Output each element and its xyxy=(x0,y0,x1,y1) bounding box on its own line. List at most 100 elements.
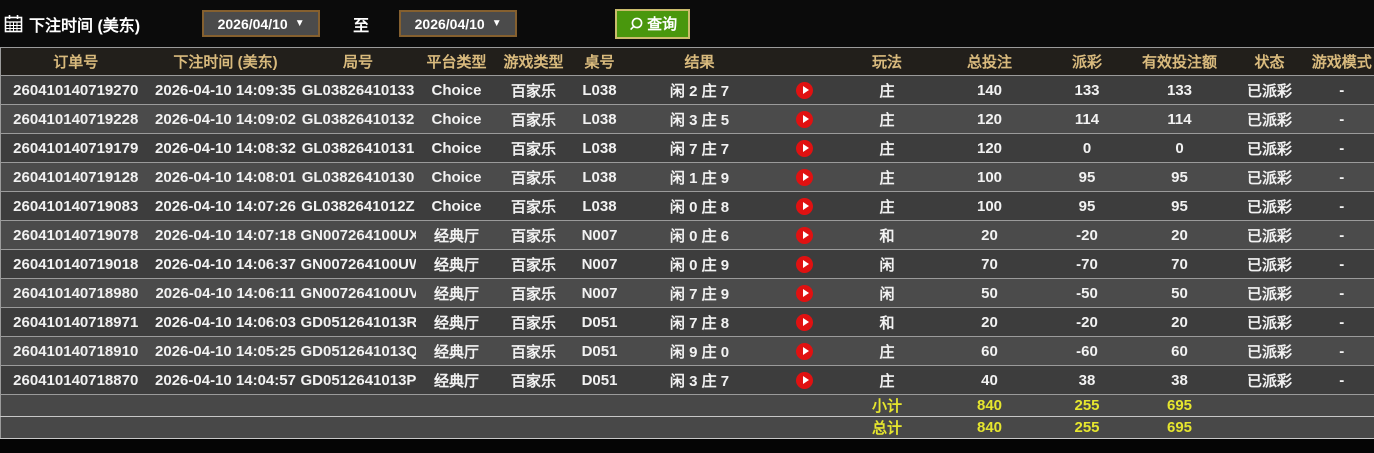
header-payout: 派彩 xyxy=(1044,47,1130,76)
date-from-select[interactable]: 2026/04/10 ▼ xyxy=(202,10,321,37)
date-range-to-label: 至 xyxy=(353,17,370,35)
cell-status: 已派彩 xyxy=(1246,372,1292,390)
replay-play-icon[interactable] xyxy=(796,81,813,99)
cell-game-mode: - xyxy=(1339,255,1345,273)
cell-replay xyxy=(770,163,840,192)
replay-play-icon[interactable] xyxy=(796,168,813,186)
cell-table-no: N007 xyxy=(581,226,618,244)
table-row: 260410140719128 2026-04-10 14:08:01 GL03… xyxy=(0,162,1374,192)
cell-table-no: L038 xyxy=(582,81,617,99)
subtotal-row: 小计 840 255 695 xyxy=(0,394,1374,417)
replay-play-icon[interactable] xyxy=(796,371,813,389)
cell-bet-time: 2026-04-10 14:04:57 xyxy=(155,371,296,389)
cell-result: 闲 7 庄 9 xyxy=(669,285,730,303)
cell-valid-bet: 95 xyxy=(1171,197,1188,215)
cell-status: 已派彩 xyxy=(1246,285,1292,303)
header-order-id: 订单号 xyxy=(0,47,151,76)
cell-result: 闲 0 庄 9 xyxy=(669,256,730,274)
replay-play-icon[interactable] xyxy=(796,342,813,360)
replay-play-icon[interactable] xyxy=(796,197,813,215)
date-to-select[interactable]: 2026/04/10 ▼ xyxy=(399,10,518,37)
replay-play-icon[interactable] xyxy=(796,255,813,273)
cell-replay xyxy=(770,366,840,395)
cell-game-type: 百家乐 xyxy=(510,82,556,100)
cell-valid-bet: 38 xyxy=(1171,371,1188,389)
cell-table-no: N007 xyxy=(581,255,618,273)
cell-replay xyxy=(770,192,840,221)
cell-total-bet: 60 xyxy=(981,342,998,360)
play-triangle-icon xyxy=(803,289,809,298)
cell-play-type: 庄 xyxy=(879,169,895,187)
grand-total-payout: 255 xyxy=(1074,419,1100,436)
cell-result: 闲 3 庄 7 xyxy=(669,372,730,390)
cell-bet-time: 2026-04-10 14:06:11 xyxy=(155,284,296,302)
replay-play-icon[interactable] xyxy=(796,284,813,302)
cell-replay xyxy=(770,250,840,279)
cell-platform-type: 经典厅 xyxy=(433,256,479,274)
cell-platform-type: Choice xyxy=(431,110,482,128)
cell-bet-time: 2026-04-10 14:06:03 xyxy=(155,313,296,331)
play-triangle-icon xyxy=(803,347,809,356)
cell-table-no: L038 xyxy=(582,168,617,186)
cell-payout: -20 xyxy=(1076,313,1098,331)
cell-game-type: 百家乐 xyxy=(510,111,556,129)
cell-status: 已派彩 xyxy=(1246,256,1292,274)
cell-game-mode: - xyxy=(1339,197,1345,215)
grand-total-row: 总计 840 255 695 xyxy=(0,416,1374,439)
subtotal-total-bet: 840 xyxy=(976,397,1003,414)
header-platform-type: 平台类型 xyxy=(415,47,498,76)
cell-replay xyxy=(770,308,840,337)
cell-payout: 114 xyxy=(1074,110,1100,128)
cell-payout: -20 xyxy=(1076,226,1098,244)
cell-result: 闲 7 庄 7 xyxy=(669,140,730,158)
cell-game-mode: - xyxy=(1339,284,1345,302)
cell-round-id: GL03826410131 xyxy=(301,139,415,157)
table-row: 260410140719018 2026-04-10 14:06:37 GN00… xyxy=(0,249,1374,279)
cell-replay xyxy=(770,76,840,105)
replay-play-icon[interactable] xyxy=(796,110,813,128)
query-button[interactable]: 查询 xyxy=(615,8,691,39)
cell-table-no: D051 xyxy=(581,342,618,360)
cell-play-type: 庄 xyxy=(879,82,895,100)
cell-game-type: 百家乐 xyxy=(510,140,556,158)
cell-game-mode: - xyxy=(1339,139,1345,157)
table-body: 260410140719270 2026-04-10 14:09:35 GL03… xyxy=(0,75,1374,395)
header-game-type: 游戏类型 xyxy=(497,47,570,76)
cell-total-bet: 70 xyxy=(981,255,998,273)
header-status: 状态 xyxy=(1229,47,1310,76)
cell-total-bet: 20 xyxy=(981,313,998,331)
cell-replay xyxy=(770,134,840,163)
table-row: 260410140719083 2026-04-10 14:07:26 GL03… xyxy=(0,191,1374,221)
cell-play-type: 庄 xyxy=(879,198,895,216)
table-footer: 小计 840 255 695 总计 840 255 695 xyxy=(0,394,1374,439)
cell-platform-type: Choice xyxy=(431,139,482,157)
table-row: 260410140718910 2026-04-10 14:05:25 GD05… xyxy=(0,336,1374,366)
header-valid-bet: 有效投注额 xyxy=(1129,47,1230,76)
subtotal-payout: 255 xyxy=(1074,397,1100,414)
cell-valid-bet: 114 xyxy=(1167,110,1192,128)
cell-payout: 95 xyxy=(1078,168,1096,186)
header-total-bet: 总投注 xyxy=(934,47,1045,76)
cell-order-id: 260410140718870 xyxy=(13,371,139,389)
header-play-type: 玩法 xyxy=(839,47,935,76)
subtotal-valid-bet: 695 xyxy=(1166,397,1193,414)
cell-table-no: N007 xyxy=(581,284,618,302)
cell-valid-bet: 20 xyxy=(1171,313,1188,331)
cell-bet-time: 2026-04-10 14:07:18 xyxy=(155,226,296,244)
replay-play-icon[interactable] xyxy=(796,313,813,331)
cell-total-bet: 120 xyxy=(976,110,1003,128)
cell-bet-time: 2026-04-10 14:08:01 xyxy=(155,168,296,186)
cell-total-bet: 140 xyxy=(976,81,1003,99)
cell-platform-type: 经典厅 xyxy=(433,227,479,245)
replay-play-icon[interactable] xyxy=(796,139,813,157)
cell-round-id: GN007264100UW xyxy=(300,255,416,273)
cell-valid-bet: 60 xyxy=(1171,342,1188,360)
cell-play-type: 和 xyxy=(879,314,895,332)
replay-play-icon[interactable] xyxy=(796,226,813,244)
table-row: 260410140719228 2026-04-10 14:09:02 GL03… xyxy=(0,104,1374,134)
cell-order-id: 260410140719228 xyxy=(13,110,139,128)
header-table-no: 桌号 xyxy=(569,47,630,76)
cell-table-no: L038 xyxy=(582,197,617,215)
cell-order-id: 260410140719128 xyxy=(13,168,139,186)
cell-game-type: 百家乐 xyxy=(510,256,556,274)
